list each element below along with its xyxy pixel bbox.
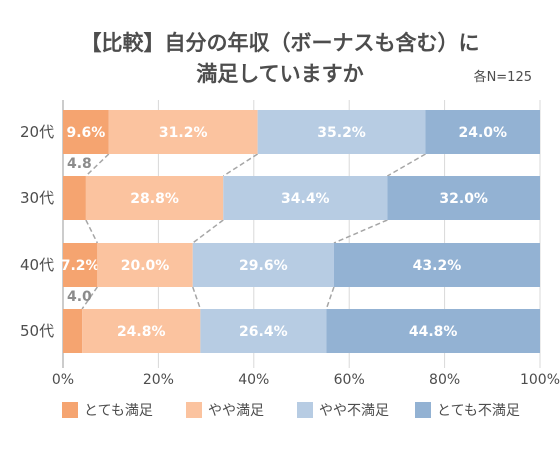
data-label: 31.2%: [159, 125, 208, 141]
legend-label: やや満足: [208, 403, 264, 419]
data-label: 43.2%: [413, 258, 462, 274]
legend-swatch: [186, 402, 202, 418]
connector-line: [85, 153, 110, 177]
bar-segment: [63, 243, 98, 287]
bar-segment: [192, 243, 334, 287]
legend-label: やや不満足: [319, 403, 389, 419]
bar-segment: [200, 309, 327, 353]
connector-lines: [81, 153, 426, 310]
x-tick-label: 80%: [429, 372, 460, 388]
x-tick-label: 40%: [238, 372, 269, 388]
x-tick-label: 100%: [520, 372, 560, 388]
bar-segment: [387, 176, 540, 220]
x-axis-ticks: 0% 20% 40% 60% 80% 100%: [52, 372, 560, 388]
bar-segment: [333, 243, 540, 287]
data-label: 24.0%: [458, 125, 507, 141]
data-label: 35.2%: [317, 125, 366, 141]
connector-line: [333, 219, 388, 244]
connector-line: [192, 286, 202, 310]
bars: 9.6% 31.2% 35.2% 24.0% 4.8 28.8% 34.4% 32.0% 7.2…: [61, 110, 540, 353]
chart-title-line-2: 満足していますか: [196, 62, 363, 86]
category-label: 30代: [20, 189, 54, 207]
bar-segment: [425, 110, 540, 154]
x-tick-label: 20%: [143, 372, 174, 388]
bar-segment: [82, 309, 201, 353]
data-label: 4.8: [67, 156, 92, 172]
x-tick-label: 0%: [52, 372, 74, 388]
bar-segment: [85, 176, 224, 220]
legend-label: とても不満足: [437, 403, 520, 419]
x-tick-label: 60%: [334, 372, 365, 388]
connector-line: [85, 219, 99, 244]
legend-label: とても満足: [84, 403, 153, 419]
connector-line: [325, 286, 335, 310]
bar-segment: [63, 309, 83, 353]
data-label: 34.4%: [281, 191, 330, 207]
data-label: 32.0%: [439, 191, 488, 207]
category-label: 40代: [20, 256, 54, 274]
data-label: 26.4%: [239, 324, 288, 340]
connector-line: [192, 219, 224, 244]
bar-segment: [223, 176, 388, 220]
data-label: 24.8%: [117, 324, 166, 340]
category-label: 50代: [20, 322, 54, 340]
legend-swatch: [415, 402, 431, 418]
bar-segment: [108, 110, 258, 154]
data-label: 20.0%: [121, 258, 170, 274]
data-label: 7.2%: [61, 258, 100, 274]
legend: とても満足 やや満足 やや不満足 とても不満足: [62, 402, 520, 419]
bar-segment: [257, 110, 426, 154]
data-label: 28.8%: [130, 191, 179, 207]
data-label: 4.0: [67, 289, 92, 305]
data-label: 9.6%: [66, 125, 105, 141]
legend-swatch: [62, 402, 78, 418]
bar-segment: [63, 110, 109, 154]
connector-line: [386, 153, 426, 177]
category-label: 20代: [20, 123, 54, 141]
connector-line: [81, 286, 98, 310]
connector-line: [222, 153, 259, 177]
data-label: 44.8%: [409, 324, 458, 340]
bar-segment: [97, 243, 193, 287]
data-label: 29.6%: [239, 258, 288, 274]
chart-title-line-1: 【比較】自分の年収（ボーナスも含む）に: [81, 31, 480, 55]
legend-swatch: [297, 402, 313, 418]
bar-segment: [63, 176, 86, 220]
bar-segment: [326, 309, 540, 353]
category-labels: 20代 30代 40代 50代: [20, 123, 54, 340]
sample-size-note: 各N=125: [474, 69, 532, 85]
